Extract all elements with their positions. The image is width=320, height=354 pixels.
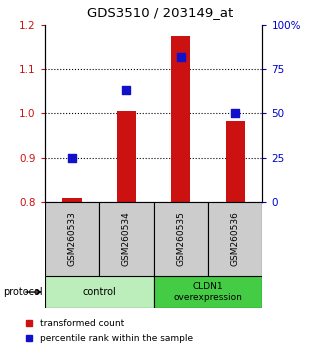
Bar [45, 276, 154, 308]
Text: protocol: protocol [3, 287, 43, 297]
Text: control: control [82, 287, 116, 297]
Text: CLDN1
overexpression: CLDN1 overexpression [173, 282, 243, 302]
Legend: transformed count, percentile rank within the sample: transformed count, percentile rank withi… [16, 316, 197, 346]
Text: GSM260534: GSM260534 [122, 212, 131, 266]
Point [69, 155, 75, 160]
Bar [226, 121, 245, 202]
Bar [99, 202, 154, 276]
Bar [154, 202, 208, 276]
Bar [62, 198, 82, 202]
Text: GDS3510 / 203149_at: GDS3510 / 203149_at [87, 6, 233, 19]
Bar [208, 202, 262, 276]
Bar [45, 202, 99, 276]
Point [233, 110, 238, 116]
Text: GSM260535: GSM260535 [176, 211, 185, 267]
Bar [171, 36, 190, 202]
Bar [154, 276, 262, 308]
Bar [117, 111, 136, 202]
Point [124, 87, 129, 93]
Text: GSM260536: GSM260536 [231, 211, 240, 267]
Point [178, 54, 183, 59]
Text: GSM260533: GSM260533 [68, 211, 76, 267]
